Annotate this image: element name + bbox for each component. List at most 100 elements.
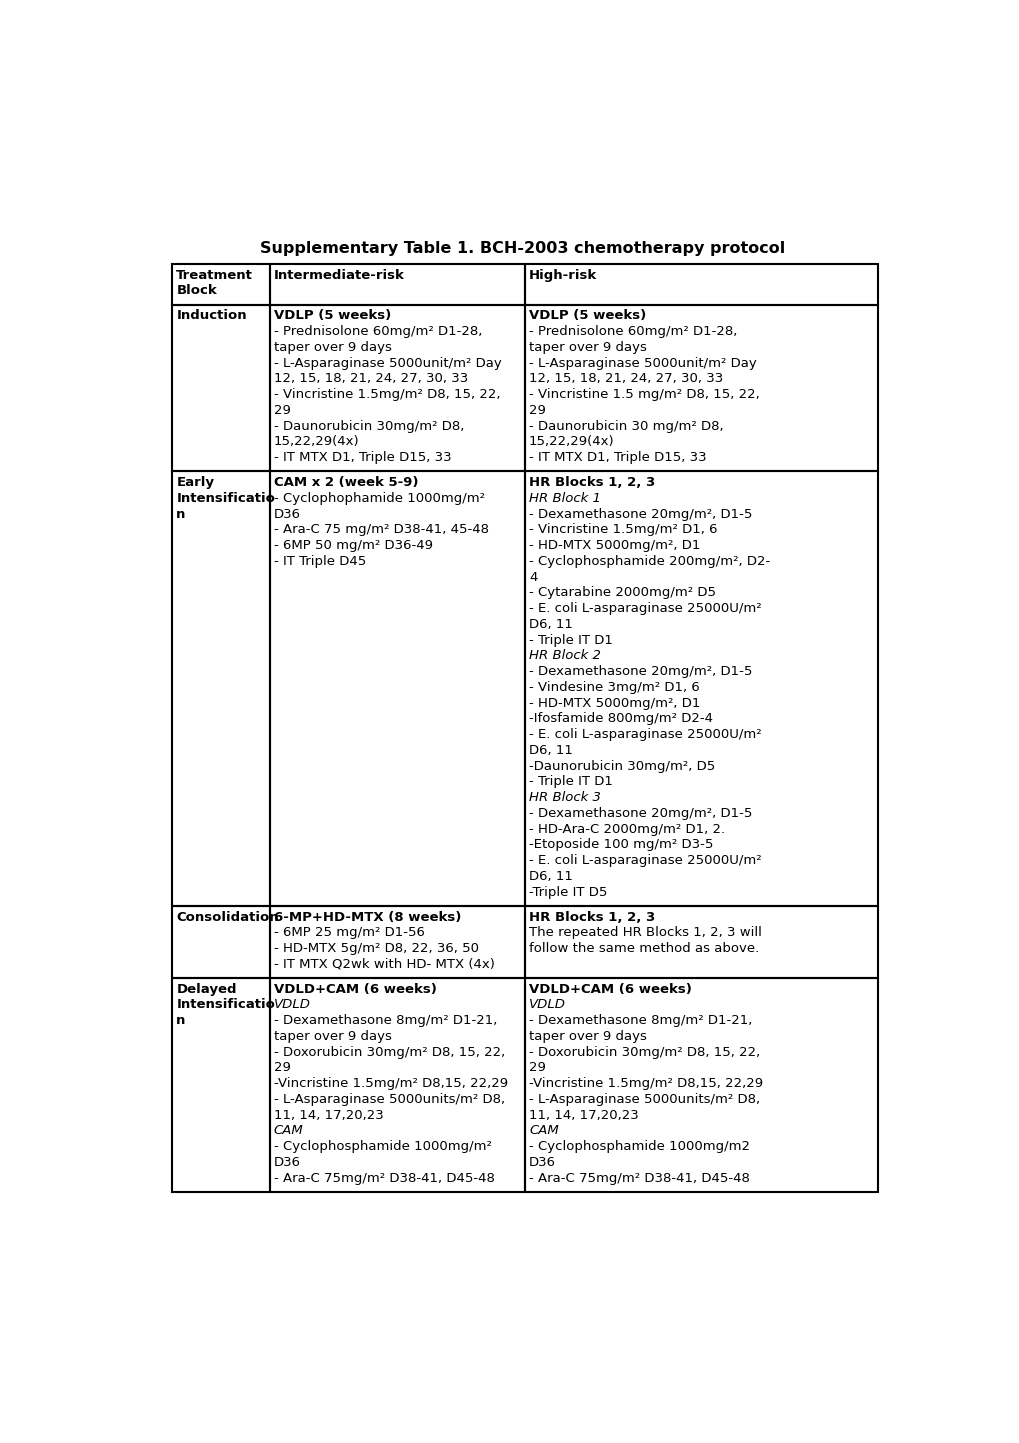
- Text: Consolidation: Consolidation: [176, 911, 278, 924]
- Text: - Dexamethasone 20mg/m², D1-5: - Dexamethasone 20mg/m², D1-5: [529, 665, 752, 678]
- Text: taper over 9 days: taper over 9 days: [529, 1030, 646, 1043]
- Text: HR Block 3: HR Block 3: [529, 791, 600, 804]
- Bar: [269, 472, 525, 906]
- Text: follow the same method as above.: follow the same method as above.: [529, 942, 758, 955]
- Bar: [269, 978, 525, 1192]
- Bar: [172, 978, 269, 1192]
- Text: 15,22,29(4x): 15,22,29(4x): [529, 436, 614, 449]
- Text: VDLP (5 weeks): VDLP (5 weeks): [273, 309, 390, 322]
- Text: taper over 9 days: taper over 9 days: [529, 341, 646, 354]
- Text: CAM: CAM: [529, 1124, 558, 1137]
- Text: - Cytarabine 2000mg/m² D5: - Cytarabine 2000mg/m² D5: [529, 586, 715, 599]
- Text: Supplementary Table 1. BCH-2003 chemotherapy protocol: Supplementary Table 1. BCH-2003 chemothe…: [260, 241, 785, 255]
- Text: 29: 29: [529, 1062, 545, 1075]
- Text: - IT MTX D1, Triple D15, 33: - IT MTX D1, Triple D15, 33: [529, 452, 706, 465]
- Text: - Dexamethasone 8mg/m² D1-21,: - Dexamethasone 8mg/m² D1-21,: [273, 1014, 496, 1027]
- Text: - Vincristine 1.5 mg/m² D8, 15, 22,: - Vincristine 1.5 mg/m² D8, 15, 22,: [529, 388, 759, 401]
- Text: - Ara-C 75mg/m² D38-41, D45-48: - Ara-C 75mg/m² D38-41, D45-48: [529, 1172, 749, 1185]
- Text: Block: Block: [176, 284, 217, 297]
- Text: - E. coli L-asparaginase 25000U/m²: - E. coli L-asparaginase 25000U/m²: [529, 602, 761, 615]
- Text: - L-Asparaginase 5000units/m² D8,: - L-Asparaginase 5000units/m² D8,: [273, 1092, 504, 1105]
- Text: D6, 11: D6, 11: [529, 618, 573, 631]
- Text: - 6MP 50 mg/m² D36-49: - 6MP 50 mg/m² D36-49: [273, 540, 432, 553]
- Bar: [269, 264, 525, 304]
- Text: - L-Asparaginase 5000unit/m² Day: - L-Asparaginase 5000unit/m² Day: [529, 356, 756, 369]
- Text: HR Block 1: HR Block 1: [529, 492, 600, 505]
- Text: - Doxorubicin 30mg/m² D8, 15, 22,: - Doxorubicin 30mg/m² D8, 15, 22,: [529, 1046, 759, 1059]
- Text: VDLD: VDLD: [273, 999, 311, 1012]
- Text: - Dexamethasone 8mg/m² D1-21,: - Dexamethasone 8mg/m² D1-21,: [529, 1014, 752, 1027]
- Text: Intensificatio: Intensificatio: [176, 492, 275, 505]
- Text: The repeated HR Blocks 1, 2, 3 will: The repeated HR Blocks 1, 2, 3 will: [529, 926, 761, 939]
- Text: HR Block 2: HR Block 2: [529, 649, 600, 662]
- Text: - HD-Ara-C 2000mg/m² D1, 2.: - HD-Ara-C 2000mg/m² D1, 2.: [529, 823, 725, 835]
- Text: 11, 14, 17,20,23: 11, 14, 17,20,23: [273, 1108, 383, 1121]
- Text: taper over 9 days: taper over 9 days: [273, 1030, 391, 1043]
- Bar: [172, 906, 269, 978]
- Bar: [269, 906, 525, 978]
- Text: 11, 14, 17,20,23: 11, 14, 17,20,23: [529, 1108, 638, 1121]
- Text: -Vincristine 1.5mg/m² D8,15, 22,29: -Vincristine 1.5mg/m² D8,15, 22,29: [273, 1078, 507, 1091]
- Text: taper over 9 days: taper over 9 days: [273, 341, 391, 354]
- Text: Intensificatio: Intensificatio: [176, 999, 275, 1012]
- Text: 6-MP+HD-MTX (8 weeks): 6-MP+HD-MTX (8 weeks): [273, 911, 461, 924]
- Text: - Triple IT D1: - Triple IT D1: [529, 775, 612, 788]
- Text: - E. coli L-asparaginase 25000U/m²: - E. coli L-asparaginase 25000U/m²: [529, 854, 761, 867]
- Text: - Daunorubicin 30mg/m² D8,: - Daunorubicin 30mg/m² D8,: [273, 420, 464, 433]
- Text: - Prednisolone 60mg/m² D1-28,: - Prednisolone 60mg/m² D1-28,: [273, 325, 482, 338]
- Text: - HD-MTX 5000mg/m², D1: - HD-MTX 5000mg/m², D1: [529, 697, 700, 710]
- Text: - 6MP 25 mg/m² D1-56: - 6MP 25 mg/m² D1-56: [273, 926, 424, 939]
- Text: D36: D36: [273, 1156, 301, 1169]
- Bar: [525, 906, 876, 978]
- Text: -Daunorubicin 30mg/m², D5: -Daunorubicin 30mg/m², D5: [529, 759, 714, 772]
- Bar: [525, 304, 876, 472]
- Text: CAM: CAM: [273, 1124, 303, 1137]
- Bar: [525, 978, 876, 1192]
- Text: VDLD: VDLD: [529, 999, 566, 1012]
- Text: - Ara-C 75mg/m² D38-41, D45-48: - Ara-C 75mg/m² D38-41, D45-48: [273, 1172, 494, 1185]
- Bar: [525, 264, 876, 304]
- Text: D36: D36: [273, 508, 301, 521]
- Bar: [525, 472, 876, 906]
- Text: - L-Asparaginase 5000units/m² D8,: - L-Asparaginase 5000units/m² D8,: [529, 1092, 759, 1105]
- Text: -Vincristine 1.5mg/m² D8,15, 22,29: -Vincristine 1.5mg/m² D8,15, 22,29: [529, 1078, 762, 1091]
- Text: - IT MTX D1, Triple D15, 33: - IT MTX D1, Triple D15, 33: [273, 452, 450, 465]
- Bar: [269, 304, 525, 472]
- Text: - Vindesine 3mg/m² D1, 6: - Vindesine 3mg/m² D1, 6: [529, 681, 699, 694]
- Text: Early: Early: [176, 476, 214, 489]
- Text: VDLD+CAM (6 weeks): VDLD+CAM (6 weeks): [273, 983, 436, 996]
- Text: - Daunorubicin 30 mg/m² D8,: - Daunorubicin 30 mg/m² D8,: [529, 420, 722, 433]
- Text: - Cyclophosphamide 1000mg/m²: - Cyclophosphamide 1000mg/m²: [273, 1140, 491, 1153]
- Text: HR Blocks 1, 2, 3: HR Blocks 1, 2, 3: [529, 476, 654, 489]
- Text: - Cyclophophamide 1000mg/m²: - Cyclophophamide 1000mg/m²: [273, 492, 484, 505]
- Text: -Etoposide 100 mg/m² D3-5: -Etoposide 100 mg/m² D3-5: [529, 838, 712, 851]
- Text: 15,22,29(4x): 15,22,29(4x): [273, 436, 359, 449]
- Bar: [172, 304, 269, 472]
- Text: - Doxorubicin 30mg/m² D8, 15, 22,: - Doxorubicin 30mg/m² D8, 15, 22,: [273, 1046, 504, 1059]
- Text: 29: 29: [529, 404, 545, 417]
- Text: 12, 15, 18, 21, 24, 27, 30, 33: 12, 15, 18, 21, 24, 27, 30, 33: [529, 372, 722, 385]
- Text: - Triple IT D1: - Triple IT D1: [529, 633, 612, 646]
- Text: -Ifosfamide 800mg/m² D2-4: -Ifosfamide 800mg/m² D2-4: [529, 713, 712, 726]
- Text: - Vincristine 1.5mg/m² D1, 6: - Vincristine 1.5mg/m² D1, 6: [529, 524, 716, 537]
- Text: n: n: [176, 508, 185, 521]
- Text: - Cyclophosphamide 200mg/m², D2-: - Cyclophosphamide 200mg/m², D2-: [529, 554, 769, 569]
- Text: D6, 11: D6, 11: [529, 743, 573, 756]
- Text: n: n: [176, 1014, 185, 1027]
- Text: - Dexamethasone 20mg/m², D1-5: - Dexamethasone 20mg/m², D1-5: [529, 807, 752, 820]
- Text: Induction: Induction: [176, 309, 247, 322]
- Text: - Vincristine 1.5mg/m² D8, 15, 22,: - Vincristine 1.5mg/m² D8, 15, 22,: [273, 388, 499, 401]
- Text: D36: D36: [529, 1156, 555, 1169]
- Text: D6, 11: D6, 11: [529, 870, 573, 883]
- Text: -Triple IT D5: -Triple IT D5: [529, 886, 606, 899]
- Text: VDLP (5 weeks): VDLP (5 weeks): [529, 309, 646, 322]
- Text: Intermediate-risk: Intermediate-risk: [273, 268, 405, 281]
- Text: VDLD+CAM (6 weeks): VDLD+CAM (6 weeks): [529, 983, 691, 996]
- Text: Delayed: Delayed: [176, 983, 236, 996]
- Text: - L-Asparaginase 5000unit/m² Day: - L-Asparaginase 5000unit/m² Day: [273, 356, 501, 369]
- Text: - Prednisolone 60mg/m² D1-28,: - Prednisolone 60mg/m² D1-28,: [529, 325, 737, 338]
- Text: CAM x 2 (week 5-9): CAM x 2 (week 5-9): [273, 476, 418, 489]
- Bar: [172, 264, 269, 304]
- Text: - IT Triple D45: - IT Triple D45: [273, 554, 366, 569]
- Text: HR Blocks 1, 2, 3: HR Blocks 1, 2, 3: [529, 911, 654, 924]
